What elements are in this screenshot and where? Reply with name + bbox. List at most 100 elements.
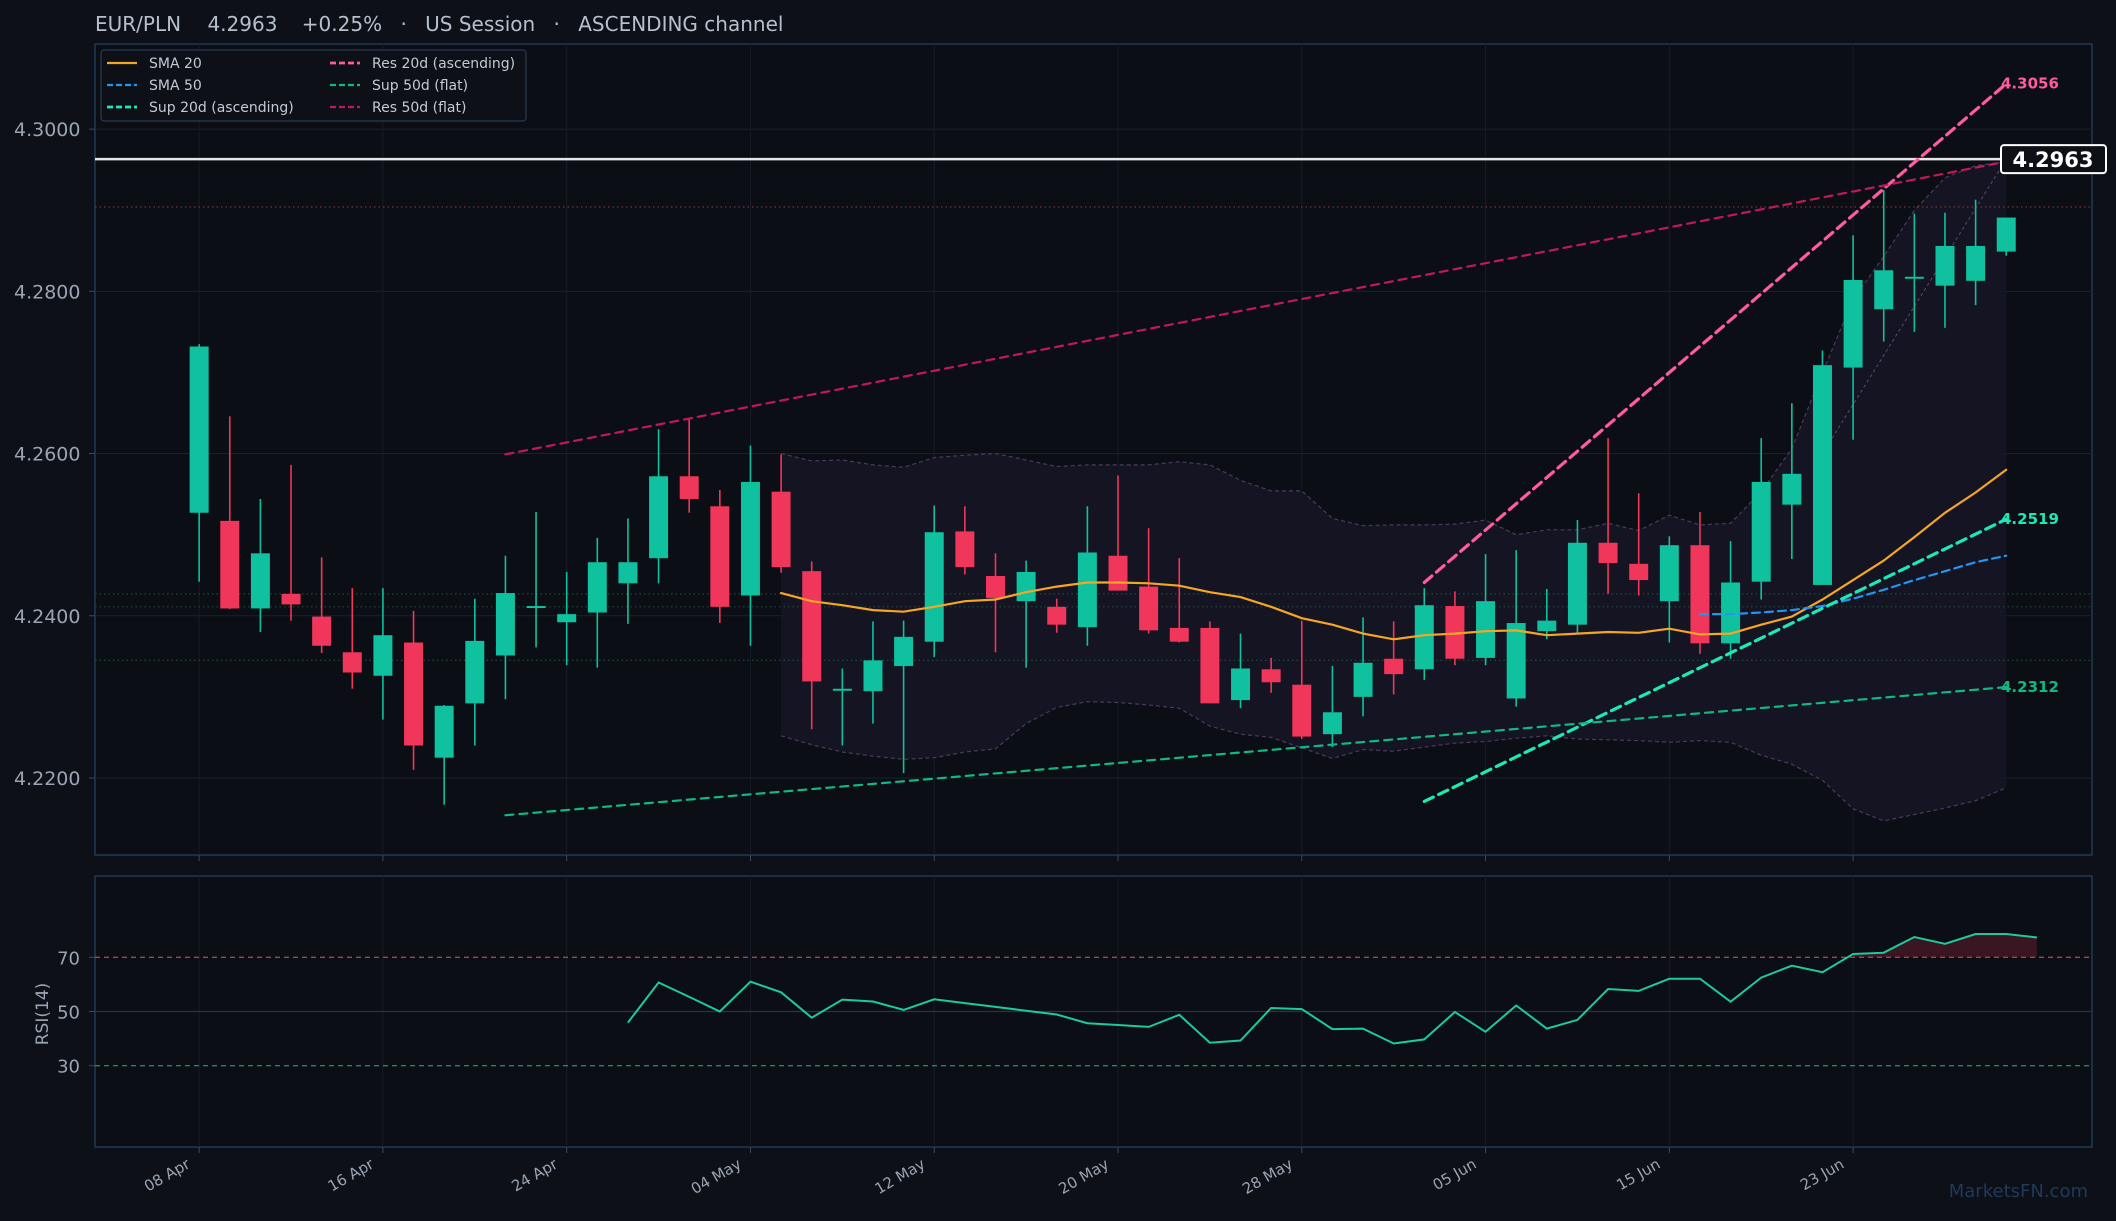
candle bbox=[955, 506, 975, 575]
candle-body bbox=[526, 606, 546, 609]
title-price: 4.2963 bbox=[207, 12, 277, 36]
rsi-y-tick-label: 50 bbox=[57, 1003, 80, 1024]
candle bbox=[1935, 212, 1955, 328]
candle-body bbox=[863, 660, 883, 692]
legend-label: Sup 50d (flat) bbox=[372, 78, 468, 94]
candle bbox=[1169, 558, 1189, 643]
series-sma-20 bbox=[780, 468, 2008, 641]
candle bbox=[985, 553, 1005, 653]
series-sma-50 bbox=[1698, 554, 2008, 616]
candle-body bbox=[740, 481, 760, 596]
candle-body bbox=[1077, 552, 1097, 628]
candle bbox=[894, 620, 914, 774]
watermark: MarketsFN.com bbox=[1949, 1181, 2088, 1202]
legend: SMA 20 SMA 50 Sup 20d (ascending) Res 20d (… bbox=[100, 49, 527, 122]
y-tick-label: 4.2400 bbox=[14, 606, 80, 628]
candle bbox=[1231, 633, 1251, 709]
candle-body bbox=[312, 616, 332, 646]
candles bbox=[189, 189, 2016, 805]
candle bbox=[526, 511, 546, 648]
candle bbox=[1261, 657, 1281, 693]
candle bbox=[1445, 591, 1465, 666]
candle bbox=[250, 498, 270, 632]
candle-body bbox=[465, 640, 485, 704]
candle-body bbox=[220, 520, 240, 609]
candle-body bbox=[649, 476, 669, 559]
candle-body bbox=[557, 614, 577, 623]
candle-body bbox=[771, 491, 791, 568]
candle-body bbox=[1996, 217, 2016, 252]
candle bbox=[1690, 511, 1710, 654]
candle-body bbox=[1108, 555, 1128, 591]
candle-body bbox=[894, 636, 914, 667]
candle-body bbox=[1629, 563, 1649, 581]
legend-label: SMA 50 bbox=[149, 78, 202, 94]
candle-body bbox=[281, 593, 301, 605]
rsi-axis-label: RSI(14) bbox=[33, 983, 53, 1046]
title-pair: EUR/PLN bbox=[95, 12, 181, 36]
chart-title: EUR/PLN 4.2963 +0.25% · US Session · ASC… bbox=[95, 12, 783, 36]
legend-box bbox=[100, 49, 527, 122]
y-tick-label: 4.2200 bbox=[14, 768, 80, 790]
candle bbox=[924, 505, 944, 658]
candle-body bbox=[1935, 245, 1955, 286]
candle-body bbox=[1690, 545, 1710, 644]
series-res-50d-flat bbox=[504, 160, 2008, 456]
candle bbox=[587, 537, 607, 668]
candle bbox=[710, 490, 730, 624]
candle bbox=[1904, 213, 1924, 332]
candle bbox=[771, 454, 791, 573]
candle-body bbox=[1169, 627, 1189, 642]
candle bbox=[1782, 403, 1802, 559]
candle bbox=[189, 344, 209, 582]
y-tick-label: 4.2600 bbox=[14, 444, 80, 466]
candle-body bbox=[250, 553, 270, 609]
candle-body bbox=[1016, 571, 1036, 602]
candle-body bbox=[1384, 658, 1404, 675]
candle-body bbox=[1659, 545, 1679, 602]
legend-label: SMA 20 bbox=[149, 56, 202, 72]
candle-body bbox=[1261, 669, 1281, 683]
candle bbox=[1567, 520, 1587, 633]
y-tick-label: 4.2800 bbox=[14, 281, 80, 303]
candle-body bbox=[342, 652, 362, 673]
candle-body bbox=[404, 642, 424, 746]
candle-body bbox=[1537, 620, 1557, 632]
candle bbox=[649, 429, 669, 584]
candle bbox=[342, 588, 362, 689]
series-res-20d-ascending bbox=[1422, 82, 2008, 585]
candle bbox=[1996, 217, 2016, 256]
candle-body bbox=[1292, 684, 1312, 737]
candle bbox=[1812, 350, 1832, 585]
title-separator: · bbox=[554, 12, 560, 36]
candle-body bbox=[1200, 627, 1220, 704]
candle-body bbox=[587, 562, 607, 613]
rsi-y-tick-label: 30 bbox=[57, 1057, 80, 1078]
candle bbox=[404, 610, 424, 770]
candle-body bbox=[373, 635, 393, 676]
title-session: US Session bbox=[425, 12, 535, 36]
candle bbox=[557, 571, 577, 666]
candle-body bbox=[832, 688, 852, 691]
candle-body bbox=[1874, 270, 1894, 310]
candle bbox=[465, 598, 485, 746]
candle bbox=[1384, 621, 1404, 695]
candle-body bbox=[1782, 473, 1802, 505]
legend-label: Sup 20d (ascending) bbox=[149, 100, 294, 116]
end-label: 4.3056 bbox=[2001, 75, 2059, 93]
candle-body bbox=[1445, 606, 1465, 659]
candle bbox=[1476, 554, 1496, 666]
candle-body bbox=[985, 576, 1005, 598]
rsi-line bbox=[627, 933, 2038, 1045]
candle bbox=[802, 561, 822, 730]
candle bbox=[1322, 666, 1342, 748]
candle bbox=[832, 668, 852, 746]
candle bbox=[1843, 235, 1863, 440]
candle-body bbox=[1322, 712, 1342, 735]
candle-body bbox=[1598, 542, 1618, 564]
candle bbox=[618, 518, 638, 624]
candle-body bbox=[802, 571, 822, 682]
candle bbox=[863, 621, 883, 724]
